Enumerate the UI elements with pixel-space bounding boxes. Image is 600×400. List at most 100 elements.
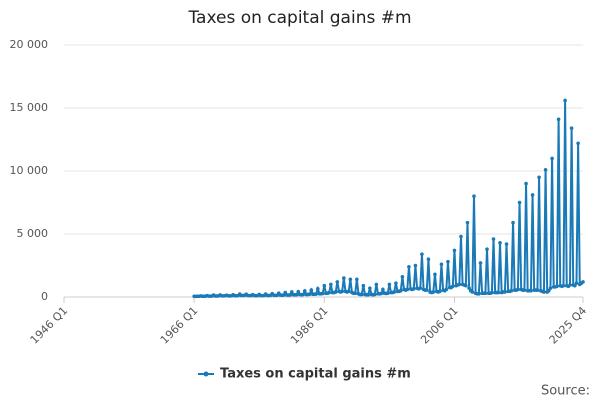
x-tick-label: 1986 Q1: [288, 304, 331, 347]
source: Source:: [541, 384, 590, 399]
legend-label[interactable]: Taxes on capital gains #m: [220, 367, 411, 382]
chart-title: Taxes on capital gains #m: [187, 8, 411, 28]
point: [498, 241, 502, 245]
y-tick-label: 20 000: [10, 38, 49, 51]
point: [314, 292, 318, 296]
point: [348, 277, 353, 282]
point: [302, 289, 307, 293]
point: [340, 289, 345, 294]
point: [490, 290, 494, 295]
point: [537, 175, 541, 180]
point: [485, 247, 489, 251]
point: [288, 293, 292, 297]
point: [457, 282, 462, 287]
point: [504, 242, 509, 246]
point: [446, 259, 450, 264]
point: [381, 287, 385, 292]
point: [387, 282, 392, 287]
point: [398, 288, 403, 293]
point: [307, 292, 312, 297]
legend-marker: [203, 371, 209, 377]
point: [335, 280, 340, 284]
point: [289, 290, 294, 294]
point: [511, 220, 515, 225]
point: [366, 292, 371, 297]
point: [405, 287, 410, 292]
point: [316, 287, 320, 291]
point: [322, 283, 327, 288]
point: [327, 290, 331, 295]
point: [439, 262, 444, 267]
point: [431, 290, 436, 294]
point: [444, 287, 449, 292]
point: [483, 291, 488, 296]
point: [569, 126, 574, 130]
point: [309, 288, 314, 292]
x-tick-label: 2006 Q1: [418, 304, 461, 347]
point: [524, 181, 528, 186]
point: [548, 286, 553, 290]
point: [355, 277, 359, 282]
point: [550, 156, 554, 161]
series-line: [194, 100, 584, 298]
point: [496, 290, 501, 295]
point: [451, 284, 455, 289]
point: [296, 289, 301, 294]
y-tick-label: 0: [41, 290, 48, 303]
point: [452, 248, 457, 253]
point: [400, 275, 405, 279]
point: [522, 288, 527, 292]
point: [294, 292, 299, 297]
point: [517, 200, 522, 205]
point: [574, 281, 579, 285]
point: [361, 283, 366, 288]
point: [563, 98, 567, 103]
point: [346, 289, 351, 294]
point: [491, 237, 496, 241]
point: [516, 287, 520, 292]
point: [411, 287, 416, 291]
x-tick-label: 2025 Q4: [547, 304, 590, 347]
point: [477, 292, 481, 296]
point: [561, 283, 566, 288]
point: [535, 288, 540, 292]
point: [374, 282, 379, 287]
point: [425, 288, 429, 292]
x-tick-label: 1946 Q1: [28, 304, 71, 347]
point: [464, 283, 468, 288]
point: [472, 194, 476, 198]
point: [530, 193, 535, 197]
point: [542, 290, 546, 294]
x-tick-label: 1966 Q1: [158, 304, 201, 347]
point: [407, 264, 411, 269]
point: [556, 117, 561, 122]
point: [438, 289, 442, 294]
point: [359, 292, 364, 297]
point: [368, 286, 372, 290]
point: [581, 280, 585, 284]
point: [385, 291, 390, 296]
y-tick-label: 5 000: [17, 227, 49, 240]
point: [543, 167, 548, 172]
point: [342, 276, 346, 280]
point: [509, 288, 514, 293]
point: [433, 272, 437, 277]
y-tick-label: 15 000: [10, 101, 49, 114]
point: [555, 284, 559, 289]
point: [353, 291, 358, 296]
point: [333, 290, 338, 294]
point: [379, 291, 384, 296]
point: [576, 141, 580, 146]
point: [459, 234, 463, 239]
point: [320, 291, 325, 296]
point: [529, 288, 533, 293]
point: [418, 286, 423, 290]
point: [503, 290, 507, 294]
point: [426, 257, 431, 262]
point: [465, 220, 470, 225]
point: [301, 292, 305, 297]
point: [568, 283, 572, 287]
point: [470, 290, 475, 294]
